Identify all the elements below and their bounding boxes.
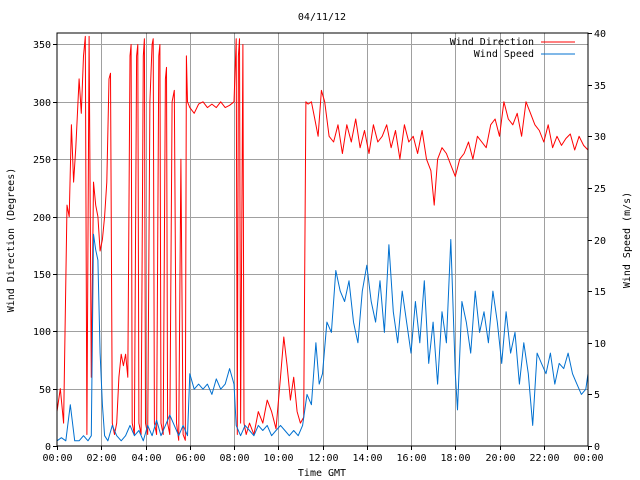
legend-label-wind-speed: Wind Speed bbox=[474, 49, 534, 60]
y-right-tick-label: 30 bbox=[594, 132, 606, 143]
x-tick-label: 00:00 bbox=[42, 453, 72, 464]
y-left-tick-label: 150 bbox=[33, 270, 51, 281]
y-right-tick-label: 40 bbox=[594, 29, 606, 40]
series-layer bbox=[56, 35, 589, 442]
y-right-tick-label: 0 bbox=[594, 442, 600, 453]
x-tick-label: 06:00 bbox=[175, 453, 205, 464]
x-tick-label: 02:00 bbox=[86, 453, 116, 464]
x-tick-label: 00:00 bbox=[573, 453, 603, 464]
y-right-tick-label: 35 bbox=[594, 81, 606, 92]
legend: Wind Direction Wind Speed bbox=[450, 37, 575, 60]
y-right-tick-label: 25 bbox=[594, 184, 606, 195]
y-left-tick-label: 100 bbox=[33, 327, 51, 338]
x-tick-label: 16:00 bbox=[396, 453, 426, 464]
x-tick-label: 10:00 bbox=[263, 453, 293, 464]
series-line-wind-direction bbox=[56, 35, 589, 441]
plot-frame bbox=[56, 32, 589, 447]
x-tick-label: 14:00 bbox=[352, 453, 382, 464]
y-right-tick-label: 20 bbox=[594, 236, 606, 247]
y-left-tick-label: 350 bbox=[33, 40, 51, 51]
x-tick-label: 12:00 bbox=[308, 453, 338, 464]
legend-label-wind-direction: Wind Direction bbox=[450, 37, 534, 48]
ticks-layer: 00:00 02:00 04:00 06:00 08:00 10:00 12:00 14:00… bbox=[33, 29, 606, 464]
series-line-wind-speed bbox=[56, 233, 589, 442]
y-right-tick-label: 5 bbox=[594, 390, 600, 401]
x-tick-label: 22:00 bbox=[529, 453, 559, 464]
grid-layer bbox=[57, 33, 588, 446]
y-left-tick-label: 0 bbox=[45, 442, 51, 453]
y-right-tick-label: 15 bbox=[594, 287, 606, 298]
x-tick-label: 08:00 bbox=[219, 453, 249, 464]
y-axis-right-label: Wind Speed (m/s) bbox=[622, 192, 633, 288]
x-tick-label: 18:00 bbox=[440, 453, 470, 464]
y-right-tick-label: 10 bbox=[594, 339, 606, 350]
y-left-tick-label: 200 bbox=[33, 213, 51, 224]
x-axis-label: Time GMT bbox=[298, 468, 346, 479]
x-tick-label: 04:00 bbox=[131, 453, 161, 464]
y-left-tick-label: 300 bbox=[33, 98, 51, 109]
y-left-tick-label: 50 bbox=[39, 385, 51, 396]
y-left-tick-label: 250 bbox=[33, 155, 51, 166]
x-tick-label: 20:00 bbox=[485, 453, 515, 464]
chart-title: 04/11/12 bbox=[298, 12, 346, 23]
y-axis-left-label: Wind Direction (Degrees) bbox=[6, 168, 17, 313]
